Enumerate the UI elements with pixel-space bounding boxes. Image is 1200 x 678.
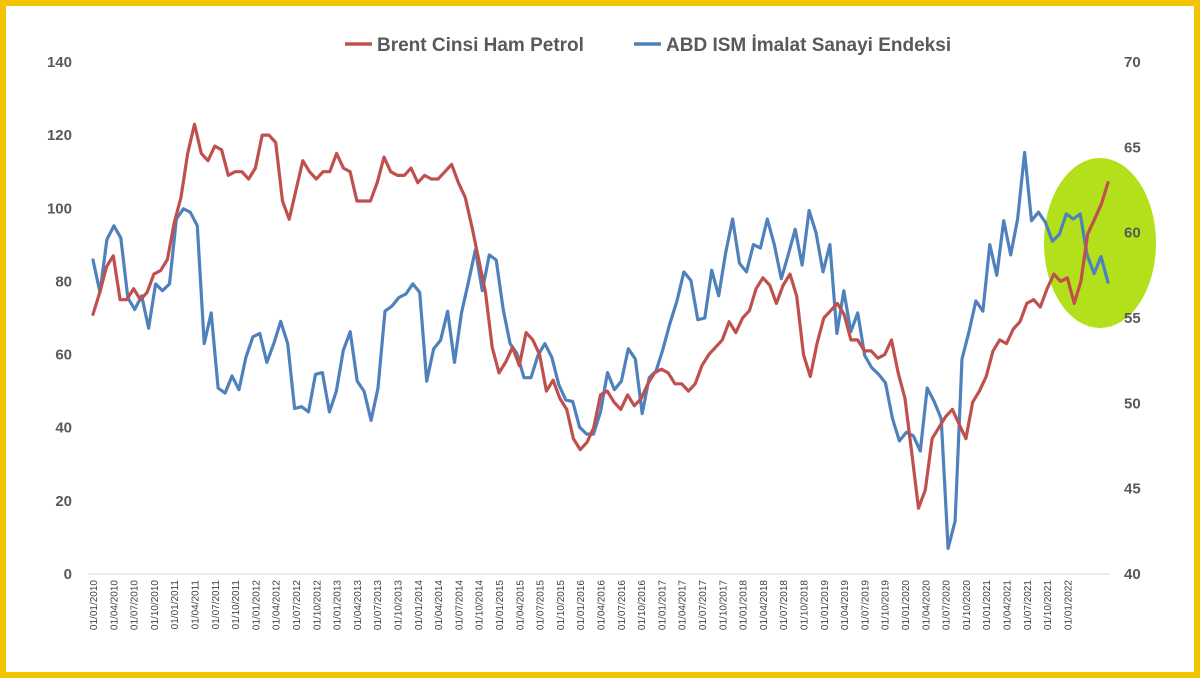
highlight-ellipse [1044, 158, 1156, 328]
x-tick-label: 01/07/2015 [536, 580, 547, 630]
right-tick-label: 70 [1124, 54, 1141, 71]
x-tick-label: 01/07/2020 [942, 580, 953, 630]
x-tick-label: 01/04/2011 [191, 580, 202, 630]
legend-label-ism: ABD ISM İmalat Sanayi Endeksi [666, 35, 951, 56]
left-tick-label: 140 [47, 54, 72, 71]
series-line-brent [91, 122, 1110, 510]
x-tick-label: 01/10/2013 [394, 580, 405, 630]
x-tick-label: 01/10/2019 [881, 580, 892, 630]
x-tick-label: 01/07/2016 [617, 580, 628, 630]
left-tick-label: 80 [55, 273, 72, 290]
left-tick-label: 20 [55, 493, 72, 510]
x-tick-label: 01/10/2012 [312, 580, 323, 630]
x-tick-label: 01/01/2011 [170, 580, 181, 630]
left-tick-label: 0 [64, 566, 72, 583]
x-tick-label: 01/01/2013 [333, 580, 344, 630]
x-tick-label: 01/07/2012 [292, 580, 303, 630]
right-tick-label: 50 [1124, 395, 1141, 412]
x-tick-label: 01/07/2011 [211, 580, 222, 630]
x-tick-label: 01/10/2017 [718, 580, 729, 630]
x-tick-label: 01/10/2014 [475, 580, 486, 630]
x-tick-label: 01/07/2021 [1023, 580, 1034, 630]
x-tick-label: 01/01/2010 [89, 580, 100, 630]
x-tick-label: 01/04/2014 [434, 580, 445, 630]
x-tick-label: 01/04/2010 [109, 580, 120, 630]
legend-label-brent: Brent Cinsi Ham Petrol [377, 35, 584, 56]
x-tick-label: 01/01/2020 [901, 580, 912, 630]
right-tick-label: 60 [1124, 225, 1141, 242]
x-tick-label: 01/10/2018 [800, 580, 811, 630]
x-tick-label: 01/07/2014 [454, 580, 465, 630]
x-tick-label: 01/01/2014 [414, 580, 425, 630]
x-tick-label: 01/10/2010 [150, 580, 161, 630]
x-tick-label: 01/07/2018 [779, 580, 790, 630]
x-tick-label: 01/10/2020 [962, 580, 973, 630]
x-tick-label: 01/01/2018 [739, 580, 750, 630]
x-tick-label: 01/04/2015 [515, 580, 526, 630]
x-tick-label: 01/01/2012 [251, 580, 262, 630]
left-axis: 0 20 40 60 80 100 120 140 [47, 54, 72, 583]
x-tick-label: 01/07/2017 [698, 580, 709, 630]
right-axis: 40 45 50 55 60 65 70 [1124, 54, 1141, 583]
right-tick-label: 45 [1124, 481, 1141, 498]
x-tick-label: 01/10/2015 [556, 580, 567, 630]
x-tick-label: 01/04/2012 [272, 580, 283, 630]
series-line-ism [91, 150, 1110, 551]
x-tick-label: 01/01/2015 [495, 580, 506, 630]
x-tick-label: 01/04/2018 [759, 580, 770, 630]
left-tick-label: 60 [55, 347, 72, 364]
left-tick-label: 40 [55, 420, 72, 437]
x-tick-label: 01/04/2016 [597, 580, 608, 630]
right-tick-label: 55 [1124, 310, 1141, 327]
x-tick-label: 01/04/2017 [678, 580, 689, 630]
legend: Brent Cinsi Ham Petrol ABD ISM İmalat Sa… [345, 35, 951, 56]
left-tick-label: 100 [47, 200, 72, 217]
right-tick-label: 40 [1124, 566, 1141, 583]
x-tick-label: 01/04/2020 [921, 580, 932, 630]
x-tick-label: 01/01/2017 [657, 580, 668, 630]
x-tick-label: 01/04/2021 [1003, 580, 1014, 630]
x-tick-label: 01/07/2010 [130, 580, 141, 630]
x-tick-label: 01/04/2013 [353, 580, 364, 630]
x-tick-label: 01/04/2019 [840, 580, 851, 630]
right-tick-label: 65 [1124, 139, 1141, 156]
x-tick-label: 01/07/2019 [860, 580, 871, 630]
x-tick-label: 01/10/2021 [1043, 580, 1054, 630]
x-tick-label: 01/01/2019 [820, 580, 831, 630]
x-tick-label: 01/10/2011 [231, 580, 242, 630]
x-axis: 01/01/2010 01/04/2010 01/07/2010 01/10/2010… [89, 580, 1074, 630]
left-tick-label: 120 [47, 127, 72, 144]
x-tick-label: 01/10/2016 [637, 580, 648, 630]
x-tick-label: 01/01/2021 [982, 580, 993, 630]
x-tick-label: 01/01/2022 [1063, 580, 1074, 630]
x-tick-label: 01/07/2013 [373, 580, 384, 630]
x-tick-label: 01/01/2016 [576, 580, 587, 630]
